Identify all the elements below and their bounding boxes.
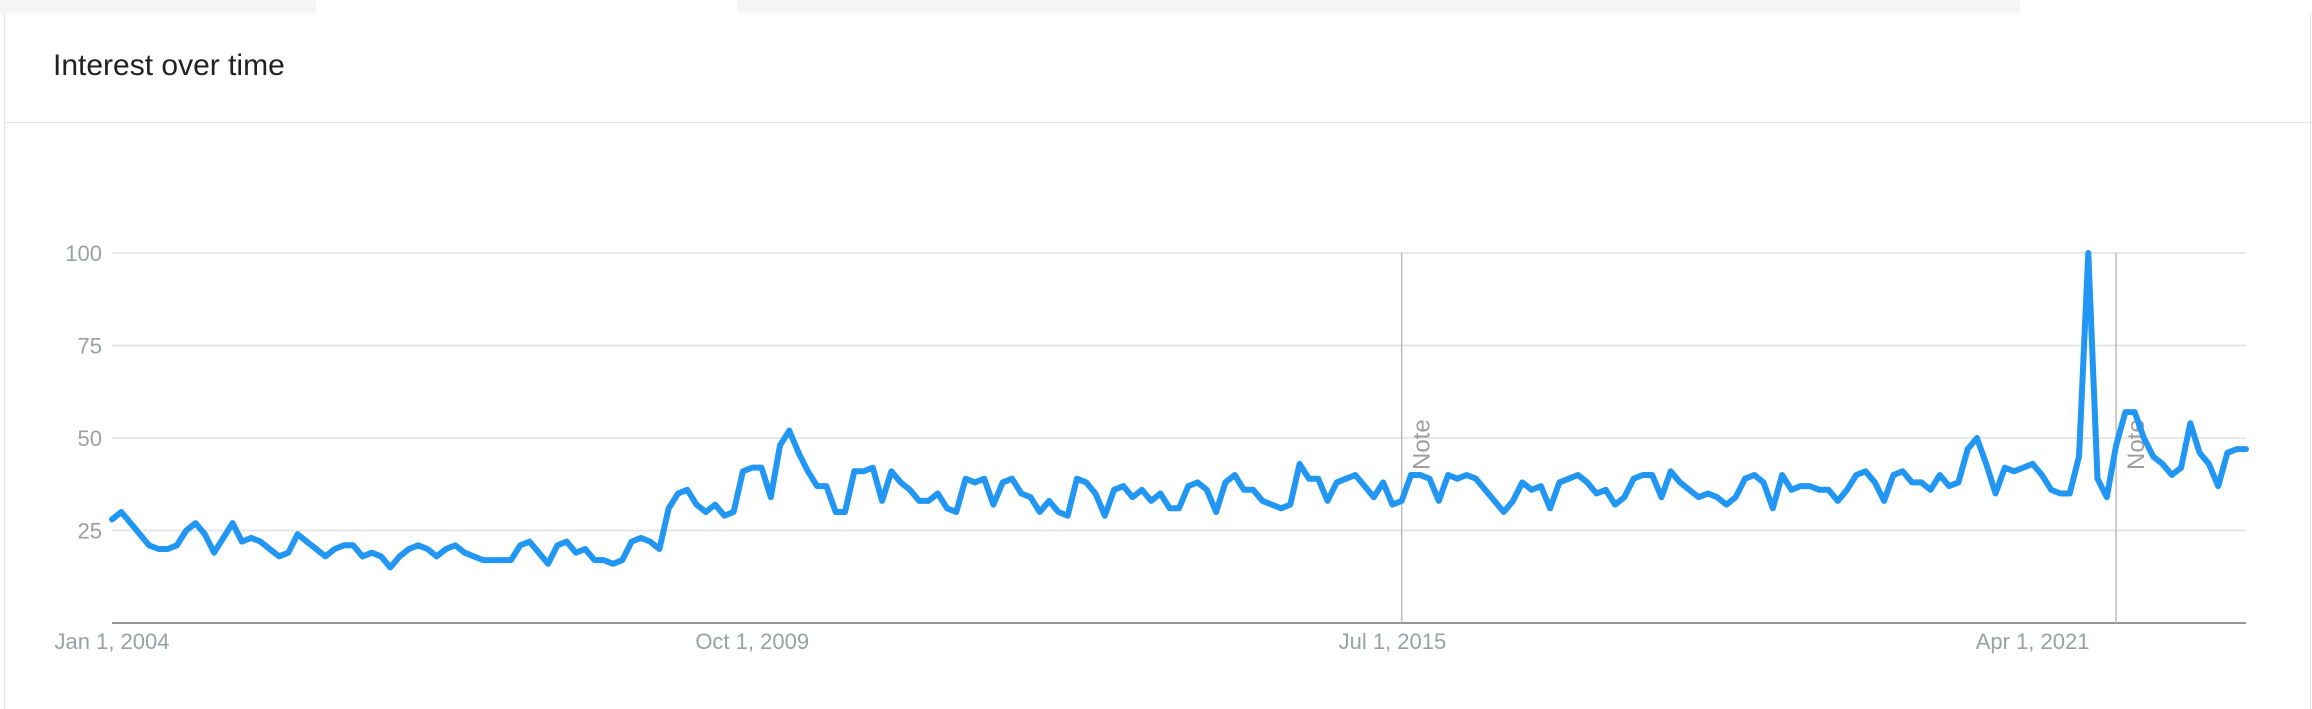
- x-tick-label: Jul 1, 2015: [1339, 629, 1447, 654]
- x-tick-label: Apr 1, 2021: [1976, 629, 2090, 654]
- x-tick-label: Jan 1, 2004: [55, 629, 170, 654]
- y-tick-label: 100: [65, 241, 102, 266]
- y-tick-label: 25: [78, 519, 102, 544]
- y-tick-label: 75: [78, 334, 102, 359]
- note-marker-label: Note: [1409, 419, 1436, 470]
- series-line: [112, 253, 2246, 568]
- y-tick-label: 50: [78, 426, 102, 451]
- x-tick-label: Oct 1, 2009: [695, 629, 809, 654]
